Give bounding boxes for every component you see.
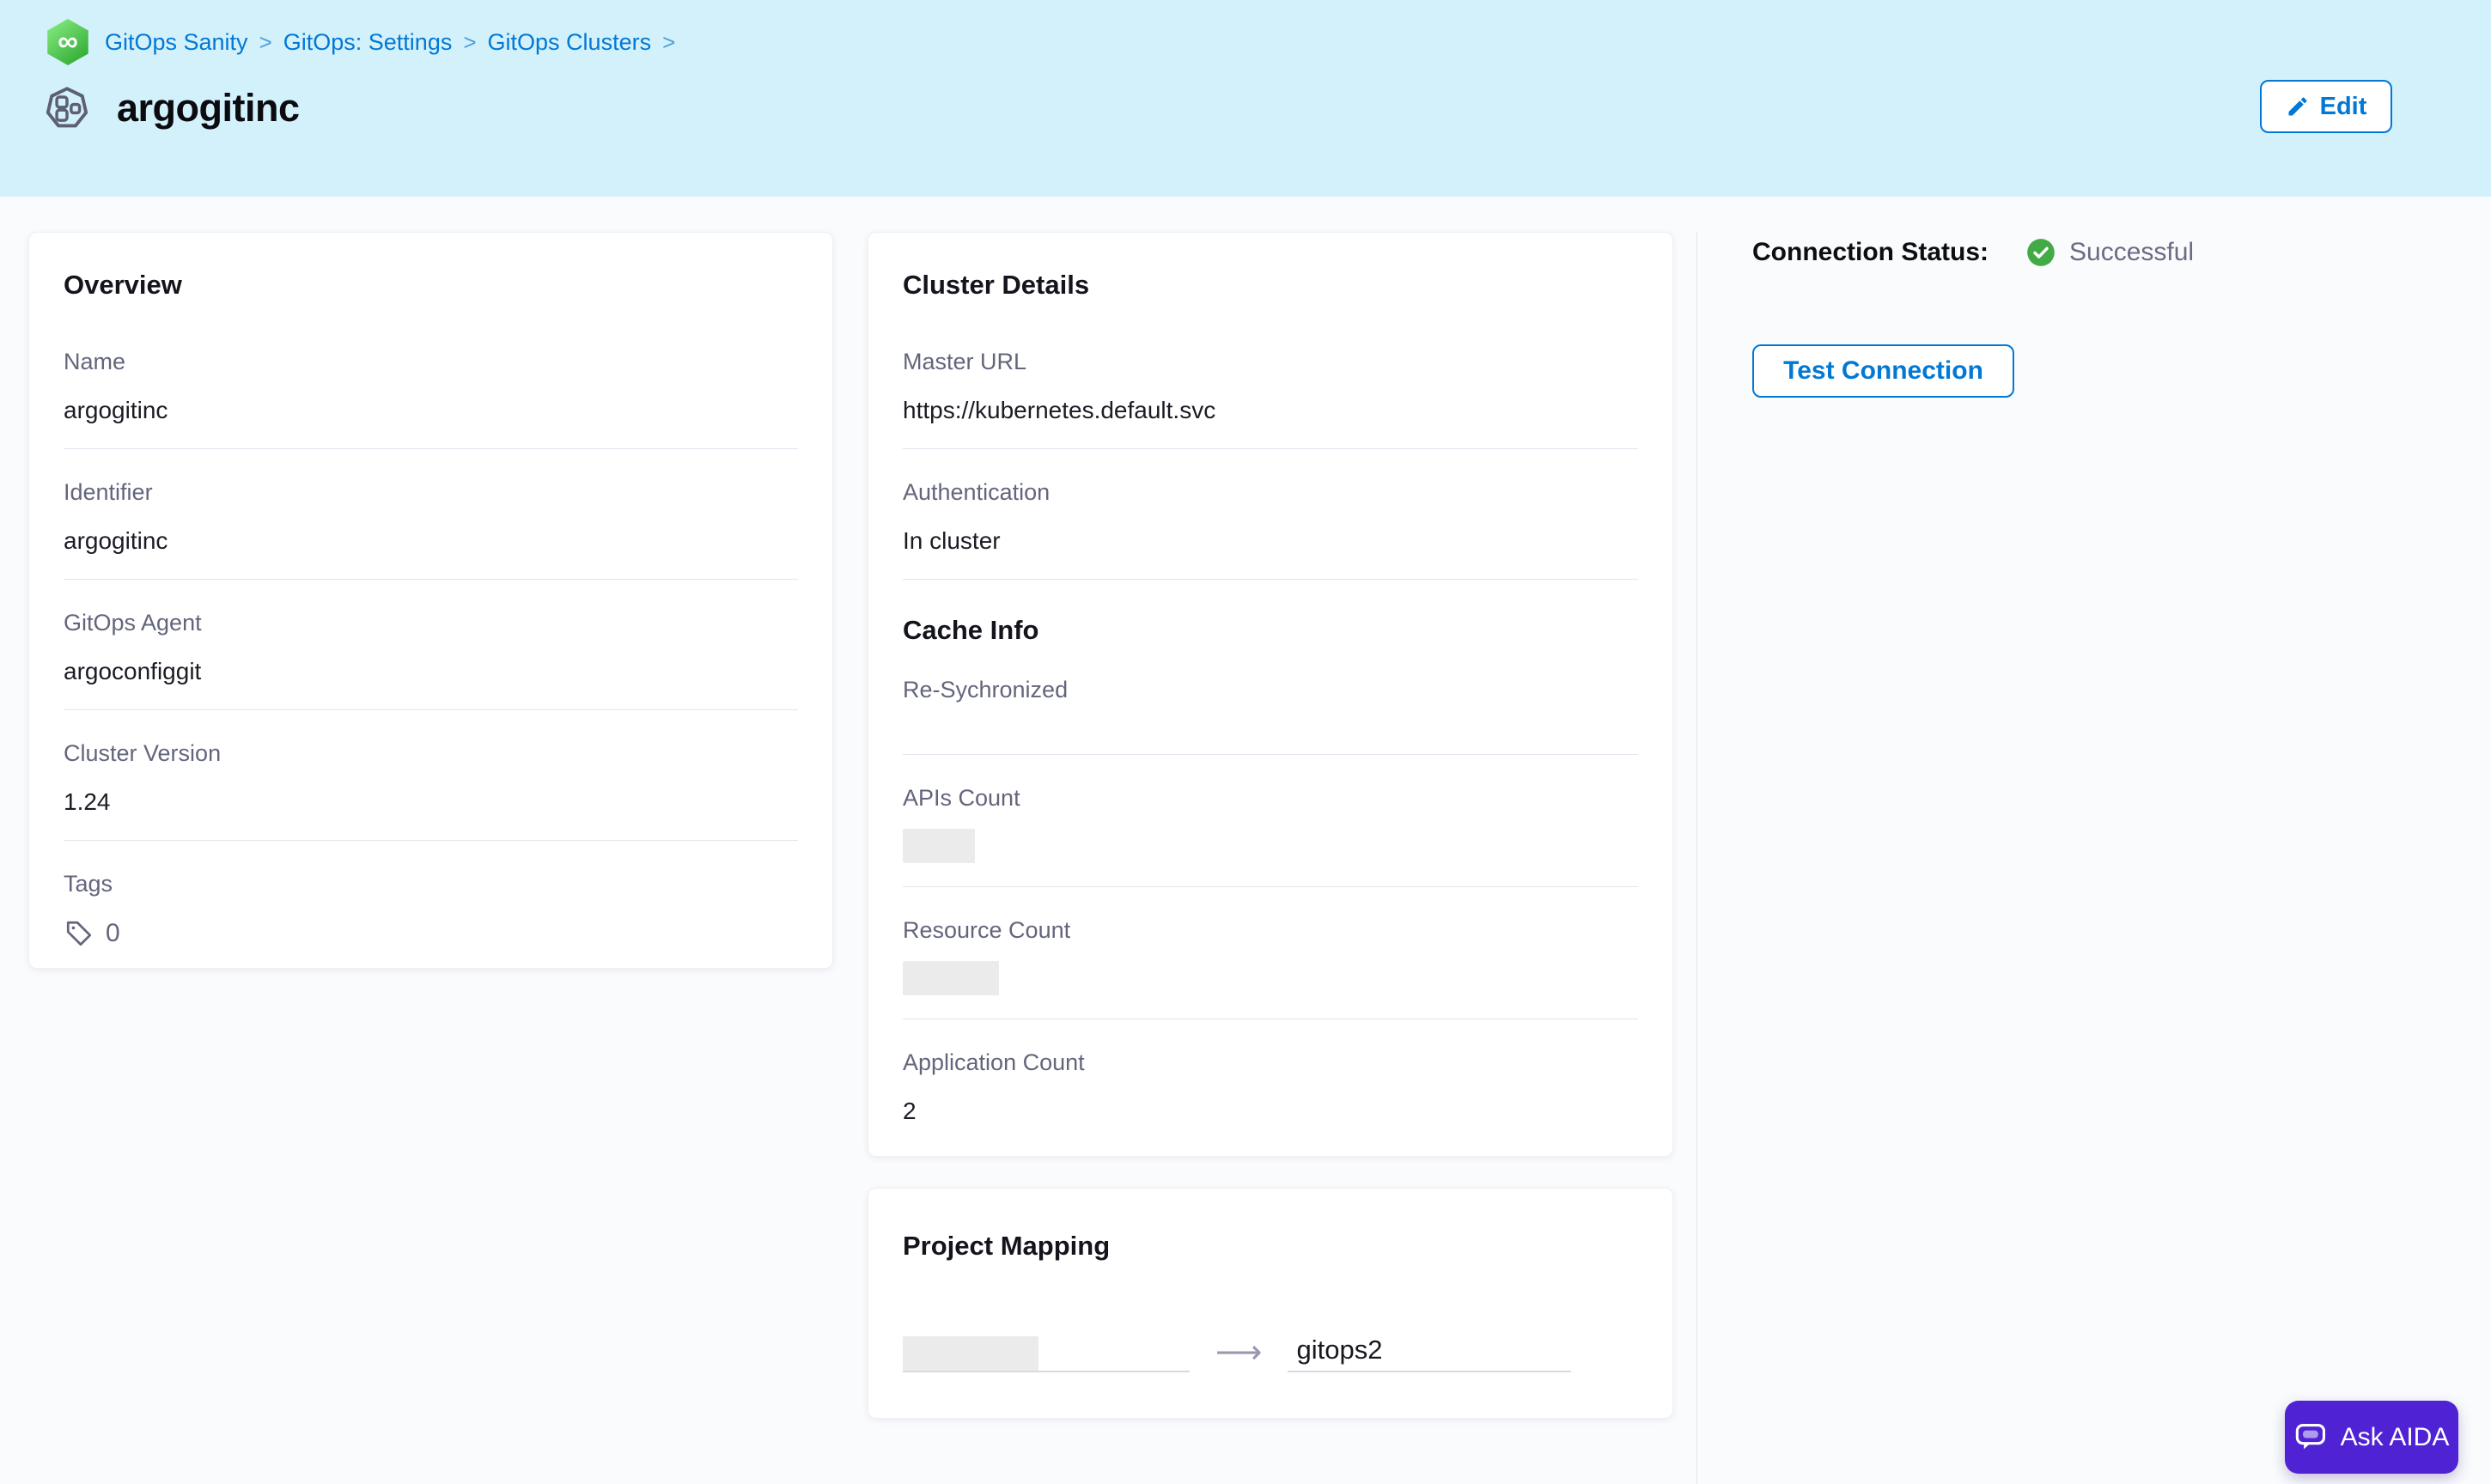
tags-count: 0 [106, 919, 120, 947]
tags-value: 0 [64, 918, 798, 949]
tag-icon [66, 921, 92, 946]
field-value: In cluster [903, 527, 1001, 554]
cluster-details-title: Cluster Details [903, 270, 1090, 300]
cache-info-title: Cache Info [903, 615, 1039, 645]
overview-card: Overview Name argogitinc Identifier argo… [28, 232, 833, 969]
field-value: argogitinc [64, 527, 168, 554]
ask-aida-button[interactable]: Ask AIDA [2285, 1401, 2458, 1474]
mapping-target-field[interactable]: gitops2 [1288, 1331, 1572, 1372]
connection-status-value: Successful [2069, 238, 2195, 266]
vertical-divider [1696, 232, 1697, 1484]
mapping-target-value: gitops2 [1296, 1335, 1383, 1365]
cluster-details-card: Cluster Details Master URL https://kuber… [868, 232, 1673, 1157]
cluster-icon [46, 87, 88, 128]
check-circle-icon [2027, 239, 2055, 266]
chat-bubble-icon [2295, 1423, 2325, 1449]
field-label: Cluster Version [64, 740, 222, 766]
divider [903, 754, 1638, 755]
breadcrumb-link-gitops-sanity[interactable]: GitOps Sanity [105, 28, 248, 55]
skeleton-placeholder [903, 1336, 1038, 1371]
field-authentication: Authentication In cluster [903, 478, 1638, 580]
divider [64, 448, 798, 449]
divider [903, 886, 1638, 887]
divider [903, 448, 1638, 449]
edit-button[interactable]: Edit [2260, 80, 2392, 133]
field-value-empty [903, 714, 1638, 731]
pencil-icon [2288, 97, 2307, 116]
title-row: argogitinc [45, 86, 300, 131]
breadcrumb-link-gitops-settings[interactable]: GitOps: Settings [283, 28, 453, 55]
main-content: Overview Name argogitinc Identifier argo… [0, 197, 2491, 1484]
ask-aida-label: Ask AIDA [2340, 1422, 2450, 1451]
field-gitops-agent: GitOps Agent argoconfiggit [64, 609, 798, 710]
field-label: Application Count [903, 1049, 1085, 1075]
field-label: Resource Count [903, 917, 1071, 943]
field-master-url: Master URL https://kubernetes.default.sv… [903, 348, 1638, 449]
test-connection-label: Test Connection [1783, 356, 1983, 385]
field-name: Name argogitinc [64, 348, 798, 449]
project-mapping-title: Project Mapping [903, 1231, 1111, 1261]
field-value: 2 [903, 1098, 917, 1124]
edit-button-label: Edit [2319, 92, 2367, 120]
field-label: Name [64, 349, 126, 374]
divider [64, 840, 798, 841]
field-value: argoconfiggit [64, 658, 202, 684]
field-label: Identifier [64, 479, 153, 505]
field-label: Re-Sychronized [903, 677, 1069, 702]
breadcrumb-separator: > [259, 28, 272, 55]
field-label: Master URL [903, 349, 1027, 374]
field-value: 1.24 [64, 788, 111, 815]
field-label: APIs Count [903, 785, 1020, 811]
field-resychronized: Re-Sychronized [903, 676, 1638, 755]
field-value: argogitinc [64, 397, 168, 423]
gitops-logo-icon: ∞ [47, 19, 88, 65]
breadcrumb-separator: > [662, 28, 676, 55]
field-apis-count: APIs Count [903, 784, 1638, 887]
page-title: argogitinc [117, 86, 300, 130]
skeleton-placeholder [903, 829, 975, 863]
field-label: GitOps Agent [64, 610, 202, 636]
mapping-source-field[interactable] [903, 1331, 1190, 1372]
breadcrumb: ∞ GitOps Sanity > GitOps: Settings > Git… [45, 19, 686, 65]
field-identifier: Identifier argogitinc [64, 478, 798, 580]
project-mapping-card: Project Mapping ⟶ gitops2 [868, 1188, 1673, 1419]
overview-card-title: Overview [64, 270, 182, 300]
skeleton-placeholder [903, 961, 999, 995]
infinity-glyph: ∞ [58, 25, 78, 57]
field-label: Tags [64, 871, 113, 897]
connection-status-label: Connection Status: [1752, 238, 1989, 266]
field-tags: Tags 0 [64, 870, 798, 949]
connection-status-row: Connection Status: Successful [1752, 236, 2194, 269]
field-label: Authentication [903, 479, 1051, 505]
divider [64, 579, 798, 580]
page-header: ∞ GitOps Sanity > GitOps: Settings > Git… [0, 0, 2491, 197]
field-resource-count: Resource Count [903, 916, 1638, 1019]
breadcrumb-link-gitops-clusters[interactable]: GitOps Clusters [487, 28, 652, 55]
field-cluster-version: Cluster Version 1.24 [64, 739, 798, 841]
right-arrow-icon: ⟶ [1215, 1335, 1263, 1371]
divider [903, 579, 1638, 580]
divider [64, 709, 798, 710]
field-value: https://kubernetes.default.svc [903, 397, 1216, 423]
breadcrumb-separator: > [463, 28, 477, 55]
project-mapping-row: ⟶ gitops2 [903, 1331, 1638, 1372]
test-connection-button[interactable]: Test Connection [1752, 344, 2014, 398]
field-application-count: Application Count 2 [903, 1049, 1638, 1126]
